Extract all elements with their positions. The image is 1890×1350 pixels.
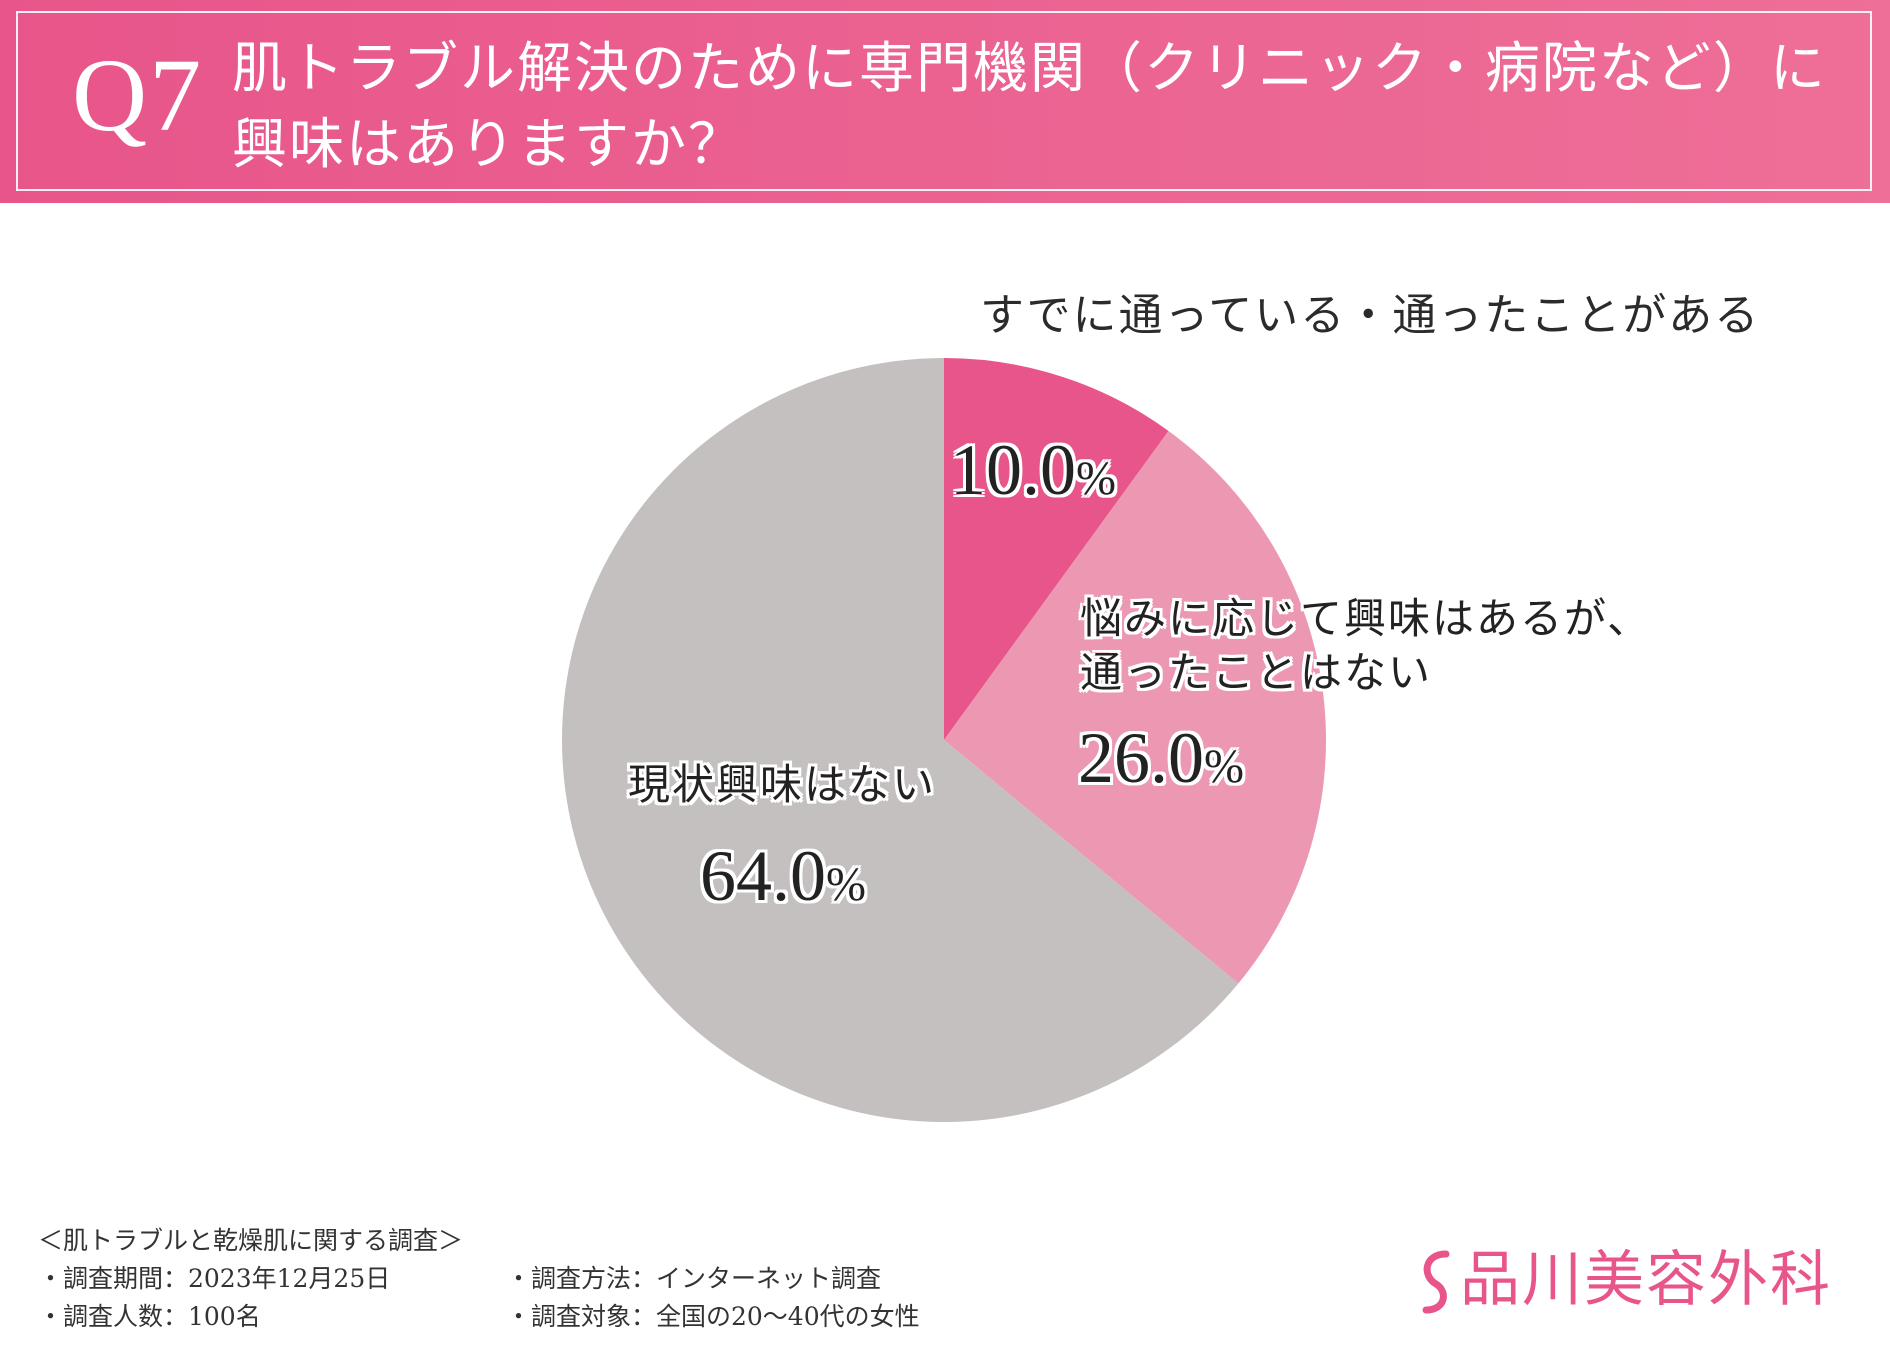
- survey-footer: ＜肌トラブルと乾燥肌に関する調査＞ ・調査期間：2023年12月25日 ・調査方…: [38, 1222, 920, 1336]
- brand-logo: 品川美容外科: [1416, 1240, 1832, 1320]
- slice-value-not-interested: 64.0%: [700, 836, 866, 916]
- survey-method: ・調査方法：インターネット調査: [506, 1264, 882, 1293]
- question-title-line-1: 肌トラブル解決のために専門機関（クリニック・病院など）に: [232, 36, 1827, 100]
- pie-slice-interested: [944, 430, 1326, 984]
- slice-label-already-visited: すでに通っている・通ったことがある: [980, 290, 1761, 341]
- question-header: Q7 肌トラブル解決のために専門機関（クリニック・病院など）に 興味はありますか…: [0, 0, 1890, 203]
- survey-count: ・調査人数：100名: [38, 1302, 261, 1331]
- pie-slice-already-visited: [944, 358, 1169, 740]
- survey-title: ＜肌トラブルと乾燥肌に関する調査＞: [38, 1226, 464, 1255]
- question-number: Q7: [72, 38, 204, 153]
- slice-label-interested: 悩みに応じて興味はあるが、 通ったことはない: [1080, 592, 1651, 700]
- slice-label-interested-line-1: 悩みに応じて興味はあるが、: [1080, 594, 1652, 643]
- brand-name: 品川美容外科: [1460, 1245, 1832, 1315]
- survey-row-1: ・調査期間：2023年12月25日 ・調査方法：インターネット調査: [38, 1260, 881, 1298]
- pie-slice-not-interested: [562, 358, 1239, 1122]
- slice-value-interested: 26.0%: [1078, 718, 1244, 798]
- slice-label-interested-line-2: 通ったことはない: [1080, 648, 1433, 697]
- survey-period: ・調査期間：2023年12月25日: [38, 1264, 391, 1293]
- header-frame: [16, 11, 1872, 191]
- survey-target: ・調査対象：全国の20～40代の女性: [506, 1302, 920, 1331]
- question-title: 肌トラブル解決のために専門機関（クリニック・病院など）に 興味はありますか？: [232, 30, 1832, 182]
- slice-label-not-interested: 現状興味はない: [628, 760, 937, 809]
- s-swoosh-icon: [1422, 1250, 1450, 1314]
- slice-value-already-visited: 10.0%: [950, 430, 1116, 510]
- survey-row-2: ・調査人数：100名 ・調査対象：全国の20～40代の女性: [38, 1298, 920, 1336]
- question-title-line-2: 興味はありますか？: [232, 112, 746, 176]
